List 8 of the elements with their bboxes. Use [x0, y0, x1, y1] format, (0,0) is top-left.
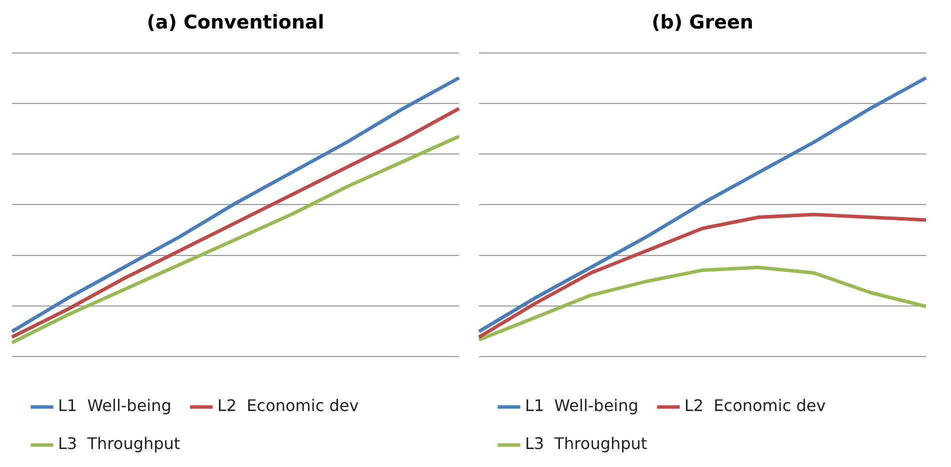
legend-label: L2 Economic dev [684, 396, 826, 416]
chart-title: (a) Conventional [146, 11, 324, 34]
legend-label: L1 Well-being [58, 396, 172, 416]
legend-label: L3 Throughput [58, 434, 180, 454]
chart-title: (b) Green [652, 11, 754, 34]
legend-label: L3 Throughput [525, 434, 648, 454]
legend-label: L2 Economic dev [217, 396, 359, 416]
legend-label: L1 Well-being [525, 396, 638, 416]
